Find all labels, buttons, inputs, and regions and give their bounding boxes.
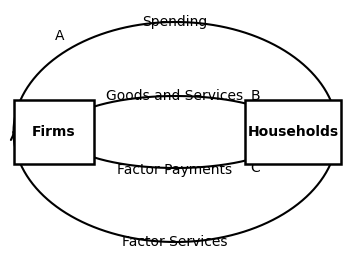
Text: A: A: [55, 29, 65, 43]
Text: Goods and Services: Goods and Services: [106, 89, 244, 103]
Text: Firms: Firms: [32, 125, 76, 139]
Bar: [14, 100, 94, 164]
Text: Factor Services: Factor Services: [122, 235, 228, 249]
Text: B: B: [250, 89, 260, 103]
Text: Households: Households: [247, 125, 339, 139]
Bar: [245, 100, 341, 164]
Text: Spending: Spending: [143, 15, 208, 29]
Text: C: C: [250, 161, 260, 175]
Text: Factor Payments: Factor Payments: [118, 163, 233, 177]
